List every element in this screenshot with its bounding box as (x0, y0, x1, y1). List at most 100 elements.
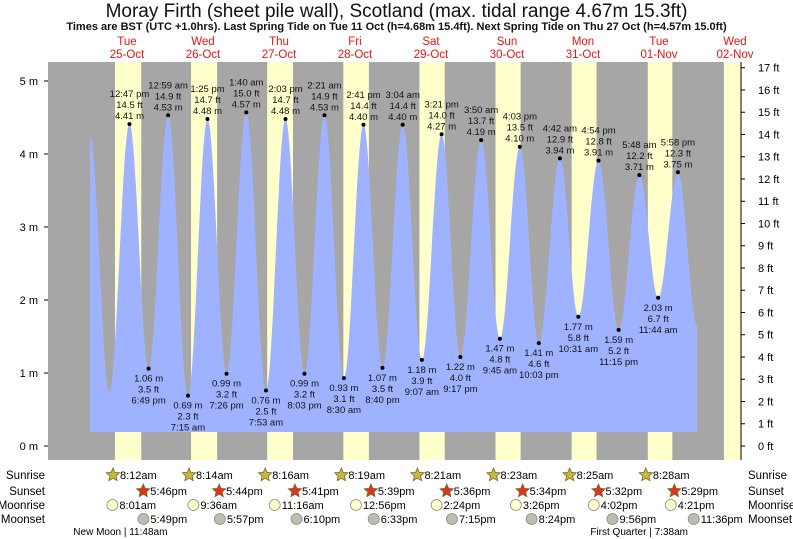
moonrise-time: 4:21pm (678, 500, 715, 512)
daylight-band (723, 62, 741, 460)
high-tide-time: 1:40 am (229, 77, 263, 88)
high-tide-mlabel: 4.53 m (310, 102, 339, 113)
moonset-time: 11:36pm (701, 514, 743, 526)
high-tide-ft: 15.0 ft (233, 88, 260, 99)
high-tide-point (439, 132, 444, 137)
low-tide-ft: 3.2 ft (216, 390, 237, 401)
right-axis-label: 9 ft (758, 241, 773, 253)
sunrise-time: 8:23am (501, 470, 538, 482)
moonset-time: 9:56pm (619, 514, 656, 526)
high-tide-time: 12:59 am (148, 80, 188, 91)
high-tide-mlabel: 3.71 m (625, 162, 654, 173)
sunset-star-icon (363, 482, 379, 498)
right-axis-label: 17 ft (758, 63, 779, 75)
high-tide-point (517, 144, 522, 149)
low-tide-ft: 2.3 ft (177, 412, 198, 423)
low-tide-point (380, 365, 385, 370)
moonrise-time: 11:16am (282, 500, 324, 512)
left-axis-label: 2 m (20, 295, 38, 307)
moonset-moon-icon (137, 513, 150, 525)
high-tide-mlabel: 4.19 m (467, 127, 496, 138)
low-tide-mlabel: 1.47 m (485, 344, 514, 355)
high-tide-point (166, 113, 171, 118)
high-tide-point (675, 170, 680, 175)
high-tide-mlabel: 4.10 m (505, 134, 534, 145)
left-axis-label: 3 m (20, 222, 38, 234)
row-label-moonrise: Moonrise (748, 500, 793, 512)
high-tide-mlabel: 4.40 m (388, 112, 417, 123)
low-tide-time: 7:53 am (249, 418, 283, 429)
right-axis-label: 12 ft (758, 174, 779, 186)
sunrise-star-icon (333, 466, 349, 482)
high-tide-ft: 14.0 ft (428, 110, 455, 121)
moonrise-moon-icon (106, 499, 119, 511)
high-tide-ft: 14.4 ft (350, 101, 377, 112)
date-label: 31-Oct (566, 49, 601, 61)
low-tide-time: 11:15 pm (599, 357, 638, 368)
day-of-week-label: Tue (117, 36, 136, 48)
right-axis-label: 14 ft (758, 129, 779, 141)
moonset-time: 5:49pm (150, 514, 187, 526)
sunset-time: 5:46pm (150, 486, 187, 498)
sunset-star-icon (590, 482, 607, 498)
moonrise-moon-icon (268, 499, 281, 511)
high-tide-time: 2:41 pm (346, 90, 380, 101)
chart-title: Moray Firth (sheet pile wall), Scotland … (105, 1, 688, 22)
high-tide-point (596, 158, 601, 163)
high-tide-time: 5:58 pm (661, 137, 695, 148)
high-tide-time: 5:48 am (622, 140, 656, 151)
low-tide-mlabel: 1.06 m (134, 374, 163, 385)
date-label: 29-Oct (414, 49, 449, 61)
low-tide-point (419, 357, 424, 362)
high-tide-point (322, 113, 327, 118)
low-tide-time: 11:44 am (639, 325, 678, 336)
high-tide-time: 3:50 am (464, 105, 498, 116)
sunrise-time: 8:16am (272, 470, 309, 482)
moonset-moon-icon (290, 513, 303, 525)
sunset-time: 5:29pm (681, 486, 718, 498)
low-tide-time: 9:17 pm (443, 384, 477, 395)
sunrise-star-icon (638, 466, 654, 482)
low-tide-ft: 4.6 ft (528, 359, 549, 370)
right-axis-label: 15 ft (758, 107, 779, 119)
sunrise-time: 8:25am (577, 470, 614, 482)
high-tide-point (127, 122, 132, 127)
low-tide-ft: 5.2 ft (608, 346, 629, 357)
sunrise-time: 8:28am (653, 470, 690, 482)
low-tide-ft: 3.2 ft (294, 390, 315, 401)
low-tide-ft: 2.5 ft (255, 407, 276, 418)
low-tide-time: 6:49 pm (131, 396, 165, 407)
moonset-time: 6:33pm (381, 514, 418, 526)
high-tide-mlabel: 4.53 m (154, 102, 183, 113)
moonset-moon-icon (525, 513, 538, 525)
day-of-week-label: Wed (723, 36, 746, 48)
low-tide-ft: 4.8 ft (489, 355, 510, 366)
sunrise-time: 8:19am (348, 470, 385, 482)
sunrise-star-icon (257, 466, 273, 482)
moonset-time: 5:57pm (227, 514, 264, 526)
moonset-moon-icon (367, 513, 380, 525)
sunrise-star-icon (105, 466, 121, 482)
right-axis-label: 11 ft (758, 196, 779, 208)
high-tide-mlabel: 3.75 m (663, 159, 692, 170)
chart-subtitle: Times are BST (UTC +1.0hrs). Last Spring… (66, 21, 727, 33)
moonset-moon-icon (606, 513, 619, 525)
sunrise-star-icon (485, 466, 502, 482)
low-tide-mlabel: 0.69 m (173, 401, 202, 412)
moonrise-time: 12:56pm (363, 500, 406, 512)
low-tide-point (341, 376, 346, 381)
date-label: 28-Oct (338, 49, 373, 61)
moonrise-moon-icon (509, 499, 522, 511)
day-of-week-label: Mon (572, 36, 594, 48)
high-tide-mlabel: 3.91 m (584, 148, 613, 159)
moonrise-moon-icon (430, 499, 443, 511)
sunset-time: 5:32pm (606, 486, 643, 498)
low-tide-point (616, 327, 621, 332)
high-tide-ft: 12.3 ft (665, 148, 692, 159)
moon-phase-label: New Moon | 11:48am (73, 527, 167, 538)
right-axis-label: 8 ft (758, 263, 773, 275)
date-label: 26-Oct (186, 49, 221, 61)
high-tide-point (361, 122, 366, 127)
high-tide-time: 2:03 pm (268, 84, 302, 95)
moonrise-time: 9:36am (200, 500, 237, 512)
